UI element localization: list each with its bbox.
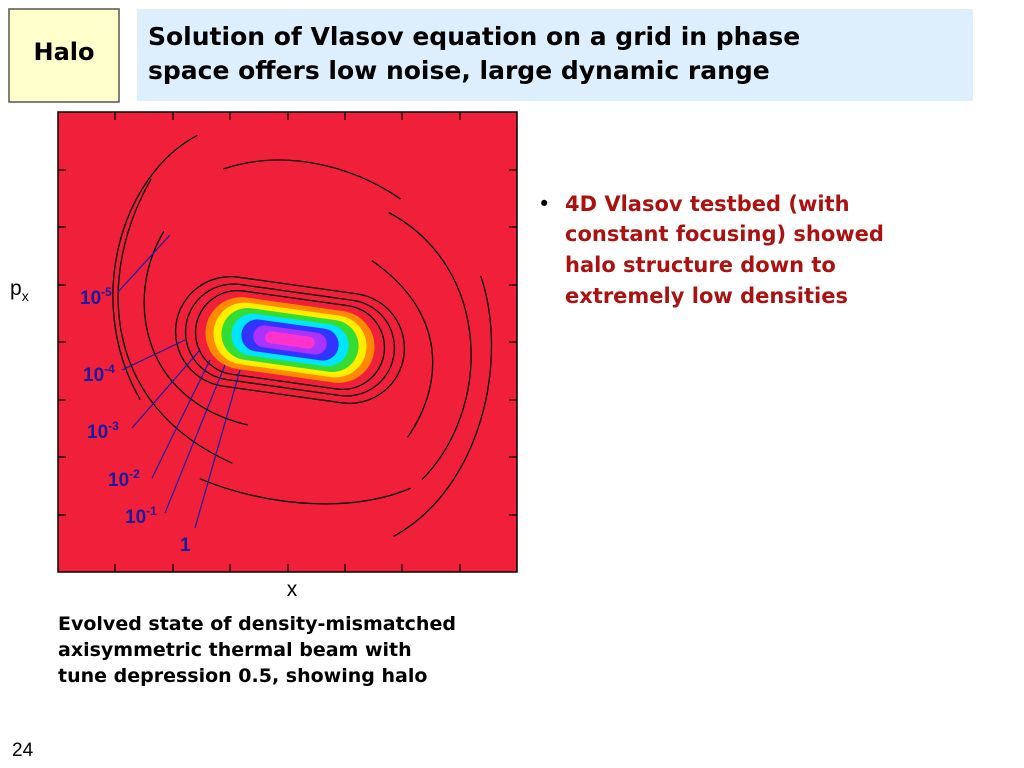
text-part: -5	[101, 285, 112, 299]
frame-ticks	[58, 112, 517, 572]
bullet-line: constant focusing) showed	[565, 222, 884, 246]
x-axis-label: x	[287, 578, 298, 601]
title-box	[137, 9, 973, 101]
text-part: 10	[87, 422, 108, 443]
tag: Halo	[34, 38, 95, 66]
text-part: 10	[80, 288, 101, 309]
y-axis-label: px	[10, 277, 29, 304]
bullet-line: halo structure down to	[565, 253, 836, 277]
caption-line: axisymmetric thermal beam with	[58, 639, 412, 661]
text-part: -2	[129, 467, 140, 481]
plot: 10-5 10-4 10-3 10-2 10-1 1 px x	[10, 111, 518, 601]
text-part: x	[22, 288, 29, 304]
text-part: -4	[104, 362, 115, 376]
contour-label: 1	[180, 535, 191, 556]
page-number: 24	[12, 740, 34, 761]
caption-line: tune depression 0.5, showing halo	[58, 665, 427, 687]
contour-label: 10-2	[108, 467, 140, 491]
contour-label: 10-5	[80, 285, 112, 309]
caption: Evolved state of density-mismatched axis…	[58, 613, 456, 687]
contour-label: 10-4	[83, 362, 115, 386]
contour-labels: 10-5 10-4 10-3 10-2 10-1 1	[80, 285, 191, 556]
text-part: p	[10, 277, 22, 300]
tag-box	[8, 8, 120, 103]
bullet-line: extremely low densities	[565, 284, 848, 308]
bullet-marker: •	[538, 192, 550, 216]
pointer-lines	[117, 234, 241, 529]
bullet-line: 4D Vlasov testbed (with	[565, 192, 850, 216]
text-part: 10	[83, 365, 104, 386]
text-part: -1	[146, 504, 157, 518]
text-part: 10	[108, 470, 129, 491]
bullet: • 4D Vlasov testbed (with constant focus…	[538, 192, 884, 308]
text-part: 10	[125, 507, 146, 528]
caption-line: Evolved state of density-mismatched	[58, 613, 456, 635]
title-line: Solution of Vlasov equation on a grid in…	[148, 22, 800, 51]
title-line: space offers low noise, large dynamic ra…	[148, 56, 770, 85]
contours	[112, 134, 493, 537]
density-core	[205, 297, 375, 383]
contour-label: 10-3	[87, 419, 119, 443]
text-part: -3	[108, 419, 119, 433]
contour-label: 10-1	[125, 504, 157, 528]
